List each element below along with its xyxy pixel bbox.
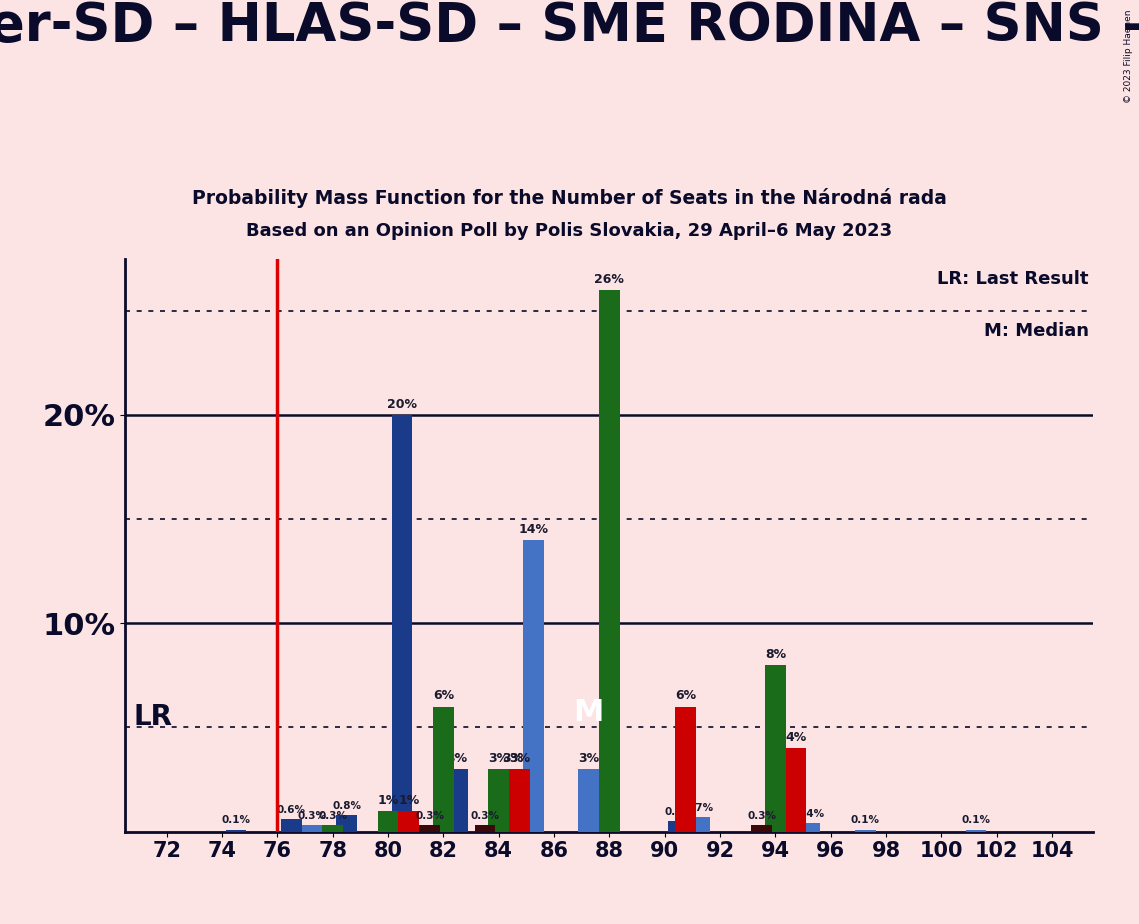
Text: LR: Last Result: LR: Last Result — [937, 270, 1089, 288]
Bar — [322, 825, 343, 832]
Text: 0.1%: 0.1% — [775, 815, 804, 825]
Bar — [800, 823, 820, 832]
Bar — [281, 819, 302, 832]
Text: 0.3%: 0.3% — [470, 811, 499, 821]
Text: 0.8%: 0.8% — [333, 801, 361, 810]
Bar — [336, 815, 357, 832]
Text: 0.5%: 0.5% — [664, 807, 693, 817]
Bar — [502, 769, 523, 832]
Text: 20%: 20% — [387, 398, 417, 411]
Bar — [378, 810, 399, 832]
Bar — [399, 810, 419, 832]
Bar — [599, 290, 620, 832]
Bar — [392, 415, 412, 832]
Text: 1%: 1% — [377, 794, 399, 807]
Text: 8%: 8% — [764, 648, 786, 661]
Text: 0.1%: 0.1% — [221, 815, 251, 825]
Text: 26%: 26% — [595, 273, 624, 286]
Text: M: M — [573, 699, 604, 727]
Bar — [226, 830, 246, 832]
Text: LR: LR — [133, 703, 172, 731]
Text: 3%: 3% — [446, 752, 468, 765]
Bar — [669, 821, 689, 832]
Text: 3%: 3% — [509, 752, 530, 765]
Text: 0.3%: 0.3% — [747, 811, 776, 821]
Bar — [446, 769, 468, 832]
Text: Probability Mass Function for the Number of Seats in the Národná rada: Probability Mass Function for the Number… — [192, 188, 947, 208]
Text: 0.3%: 0.3% — [297, 811, 327, 821]
Text: 0.1%: 0.1% — [851, 815, 879, 825]
Text: 4%: 4% — [786, 731, 806, 744]
Bar — [779, 830, 800, 832]
Bar — [489, 769, 509, 832]
Text: 3%: 3% — [502, 752, 523, 765]
Bar — [433, 707, 453, 832]
Text: er-SD – HLAS-SD – SME RODINA – SNS – Kotleba-ĽŠ: er-SD – HLAS-SD – SME RODINA – SNS – Kot… — [0, 0, 1139, 52]
Text: 0.6%: 0.6% — [277, 805, 305, 815]
Bar — [579, 769, 599, 832]
Text: 0.1%: 0.1% — [961, 815, 991, 825]
Bar — [302, 825, 322, 832]
Bar — [855, 830, 876, 832]
Text: 3%: 3% — [579, 752, 599, 765]
Bar — [786, 748, 806, 832]
Text: 14%: 14% — [518, 523, 548, 536]
Text: Based on an Opinion Poll by Polis Slovakia, 29 April–6 May 2023: Based on an Opinion Poll by Polis Slovak… — [246, 223, 893, 240]
Text: 1%: 1% — [399, 794, 419, 807]
Bar — [419, 825, 440, 832]
Text: © 2023 Filip Haenen: © 2023 Filip Haenen — [1124, 9, 1133, 103]
Bar — [765, 665, 786, 832]
Text: 0.7%: 0.7% — [685, 803, 714, 813]
Text: 0.3%: 0.3% — [318, 811, 347, 821]
Text: 0.3%: 0.3% — [415, 811, 444, 821]
Text: 0.4%: 0.4% — [795, 809, 825, 819]
Text: 6%: 6% — [675, 689, 696, 702]
Bar — [475, 825, 495, 832]
Text: 3%: 3% — [489, 752, 509, 765]
Bar — [751, 825, 772, 832]
Bar — [675, 707, 696, 832]
Bar — [966, 830, 986, 832]
Bar — [523, 540, 543, 832]
Text: 6%: 6% — [433, 689, 454, 702]
Bar — [689, 817, 710, 832]
Bar — [509, 769, 530, 832]
Text: M: Median: M: Median — [984, 322, 1089, 340]
